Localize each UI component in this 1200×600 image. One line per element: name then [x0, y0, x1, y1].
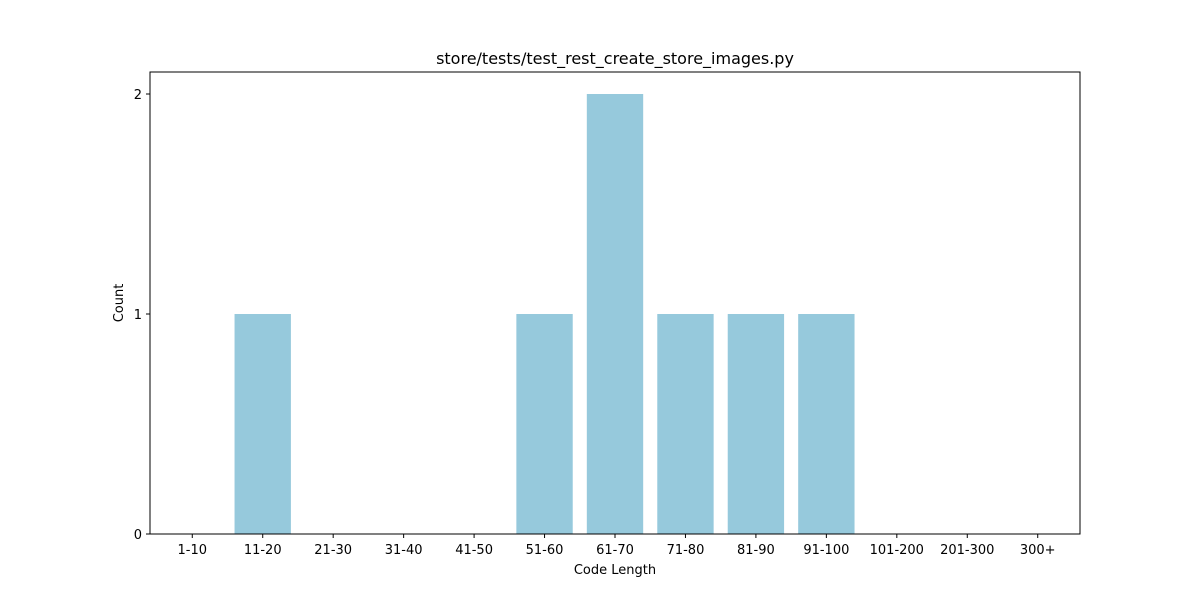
- chart-title: store/tests/test_rest_create_store_image…: [436, 49, 794, 69]
- bar-71-80: [657, 314, 714, 534]
- x-axis-label: Code Length: [574, 563, 656, 578]
- y-tick-label: 2: [134, 88, 142, 103]
- x-tick-label: 41-50: [455, 543, 493, 558]
- x-tick-label: 81-90: [737, 543, 775, 558]
- x-tick-label: 300+: [1020, 543, 1056, 558]
- x-tick-label: 11-20: [244, 543, 282, 558]
- x-tick-label: 91-100: [803, 543, 849, 558]
- y-axis-label: Count: [112, 284, 127, 323]
- y-tick-label: 1: [134, 308, 142, 323]
- bar-61-70: [586, 94, 644, 534]
- x-tick-label: 21-30: [314, 543, 352, 558]
- x-tick-label: 201-300: [940, 543, 994, 558]
- x-tick-label: 51-60: [526, 543, 564, 558]
- bar-11-20: [234, 314, 291, 534]
- x-tick-label: 1-10: [178, 543, 208, 558]
- x-tick-label: 71-80: [667, 543, 705, 558]
- y-axis-ticks: 0 1 2: [134, 88, 150, 543]
- x-tick-label: 31-40: [385, 543, 423, 558]
- bars-group: [234, 94, 855, 534]
- bar-81-90: [727, 314, 785, 534]
- x-axis-ticks: 1-10 11-20 21-30 31-40 41-50 51-60 61-70 71-80 8…: [178, 534, 1056, 558]
- bar-91-100: [798, 314, 855, 534]
- x-tick-label: 101-200: [870, 543, 924, 558]
- x-tick-label: 61-70: [596, 543, 634, 558]
- bar-51-60: [516, 314, 573, 534]
- y-tick-label: 0: [134, 528, 142, 543]
